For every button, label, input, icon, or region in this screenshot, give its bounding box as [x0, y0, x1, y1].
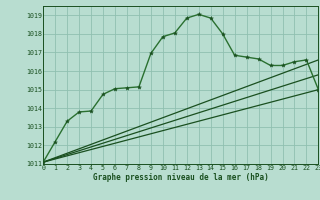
X-axis label: Graphe pression niveau de la mer (hPa): Graphe pression niveau de la mer (hPa) [93, 173, 269, 182]
